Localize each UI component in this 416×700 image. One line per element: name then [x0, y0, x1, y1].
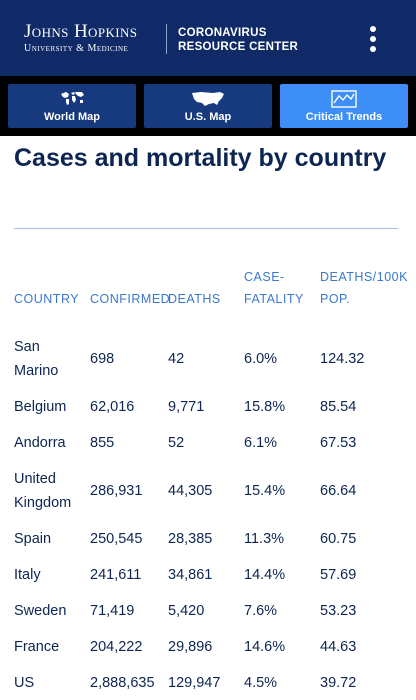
cell-case-fatality: 4.5% — [244, 675, 278, 691]
cell-case-fatality: 7.6% — [244, 603, 278, 619]
cell-confirmed: 855 — [90, 435, 115, 451]
cell-deaths-per-100k: 66.64 — [320, 483, 357, 499]
cell-confirmed: 286,931 — [90, 483, 143, 499]
nav-us-map[interactable]: U.S. Map — [144, 84, 272, 128]
cell-deaths: 5,420 — [168, 603, 205, 619]
col-header-case-fatality[interactable]: CASE-FATALITY — [244, 270, 304, 306]
nav-world-map[interactable]: World Map — [8, 84, 136, 128]
cell-case-fatality: 6.0% — [244, 351, 278, 367]
page-title: Cases and mortality by country — [14, 144, 387, 172]
cell-confirmed: 698 — [90, 351, 115, 367]
nav-critical-trends-label: Critical Trends — [305, 111, 383, 123]
jhu-logo[interactable]: Johns Hopkins University & Medicine — [24, 22, 159, 55]
col-header-country[interactable]: COUNTRY — [14, 292, 80, 306]
cell-deaths: 29,896 — [168, 639, 213, 655]
us-map-icon — [144, 90, 272, 107]
cell-deaths-per-100k: 124.32 — [320, 351, 365, 367]
cell-deaths-per-100k: 44.63 — [320, 639, 357, 655]
col-header-confirmed[interactable]: CONFIRMED — [90, 292, 171, 306]
cell-deaths: 34,861 — [168, 567, 213, 583]
cell-case-fatality: 14.6% — [244, 639, 286, 655]
top-header: Johns Hopkins University & Medicine CORO… — [0, 0, 416, 76]
cell-confirmed: 62,016 — [90, 399, 135, 415]
nav-us-map-label: U.S. Map — [184, 111, 232, 123]
cell-confirmed: 250,545 — [90, 531, 143, 547]
logo-sub-text: University & Medicine — [24, 43, 129, 54]
cell-deaths-per-100k: 53.23 — [320, 603, 357, 619]
nav-world-map-label: World Map — [43, 111, 100, 123]
cell-deaths: 44,305 — [168, 483, 213, 499]
section-nav: World Map U.S. Map Critical Trends — [0, 76, 416, 136]
logo-divider — [166, 24, 167, 54]
cell-deaths: 28,385 — [168, 531, 213, 547]
cell-case-fatality: 11.3% — [244, 531, 285, 547]
cell-deaths-per-100k: 60.75 — [320, 531, 357, 547]
resource-center-title[interactable]: CORONAVIRUS RESOURCE CENTER — [178, 26, 298, 54]
cell-case-fatality: 15.8% — [244, 399, 286, 415]
cell-case-fatality: 6.1% — [244, 435, 278, 451]
resource-line-1: CORONAVIRUS — [178, 27, 267, 39]
cell-country: US — [14, 675, 35, 691]
col-header-deaths-per-100k[interactable]: DEATHS/100K POP. — [320, 270, 408, 306]
cell-deaths: 129,947 — [168, 675, 221, 691]
trend-chart-icon — [280, 90, 408, 108]
resource-line-2: RESOURCE CENTER — [178, 41, 299, 53]
cell-country: San Marino — [14, 339, 59, 379]
cell-country: Italy — [14, 567, 41, 583]
cell-deaths: 9,771 — [168, 399, 205, 415]
cell-deaths: 52 — [168, 435, 185, 451]
cell-country: Sweden — [14, 603, 67, 619]
cell-deaths-per-100k: 39.72 — [320, 675, 357, 691]
cell-country: United Kingdom — [14, 471, 72, 511]
cell-deaths-per-100k: 57.69 — [320, 567, 357, 583]
cell-deaths: 42 — [168, 351, 185, 367]
cell-confirmed: 241,611 — [90, 567, 142, 583]
logo-main-text: Johns Hopkins — [24, 21, 138, 42]
cell-confirmed: 204,222 — [90, 639, 143, 655]
col-header-deaths[interactable]: DEATHS — [168, 292, 221, 306]
more-menu-icon[interactable] — [362, 22, 384, 56]
world-map-icon — [8, 90, 136, 107]
cell-country: Belgium — [14, 399, 67, 415]
nav-critical-trends[interactable]: Critical Trends — [280, 84, 408, 128]
cell-country: France — [14, 639, 60, 655]
cell-country: Spain — [14, 531, 52, 547]
cell-deaths-per-100k: 85.54 — [320, 399, 357, 415]
cell-case-fatality: 15.4% — [244, 483, 286, 499]
cell-country: Andorra — [14, 435, 66, 451]
cell-confirmed: 71,419 — [90, 603, 135, 619]
cell-deaths-per-100k: 67.53 — [320, 435, 357, 451]
cell-confirmed: 2,888,635 — [90, 675, 155, 691]
cell-case-fatality: 14.4% — [244, 567, 286, 583]
title-divider — [14, 228, 398, 229]
